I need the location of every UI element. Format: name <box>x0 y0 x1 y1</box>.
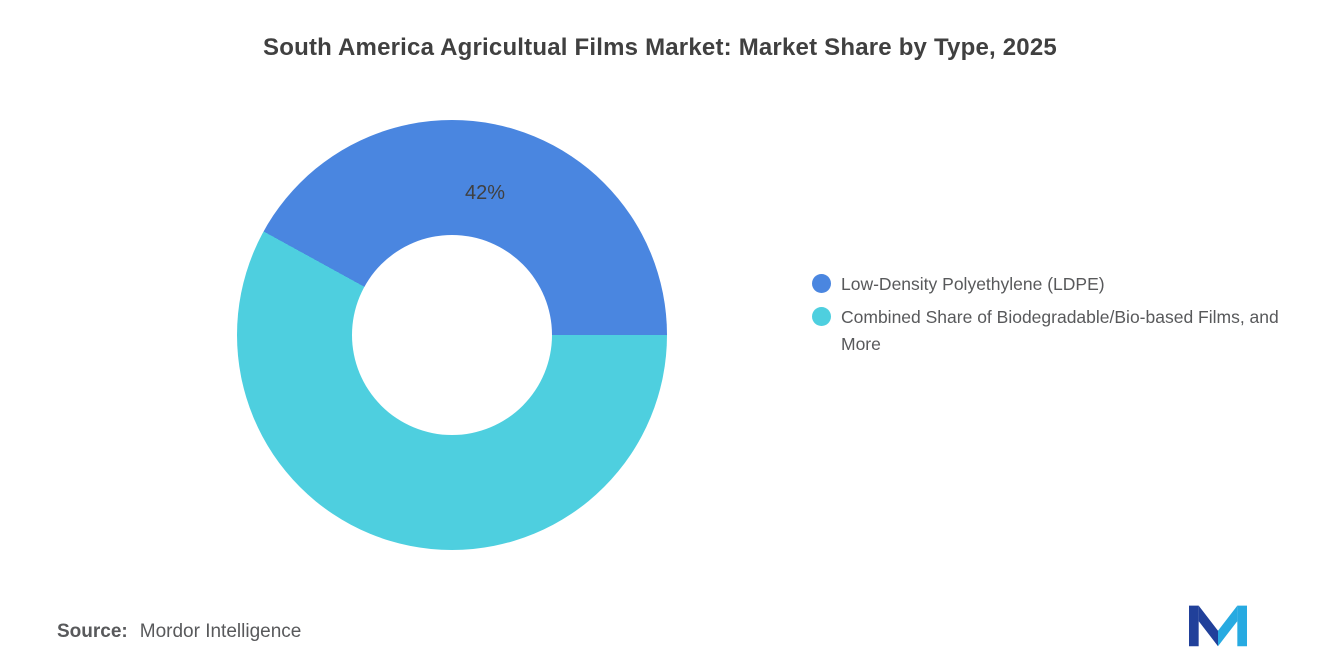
chart-title: South America Agricultual Films Market: … <box>263 34 1057 61</box>
legend-label-biodegradable: Combined Share of Biodegradable/Bio-base… <box>841 307 1279 355</box>
donut-chart: 42% <box>237 120 667 550</box>
legend-dot-biodegradable <box>812 307 831 327</box>
logo-right-bar <box>1237 605 1247 647</box>
mordor-intelligence-logo <box>1189 605 1247 647</box>
donut-chart-area: 42% <box>237 120 667 550</box>
source-value: Mordor Intelligence <box>139 621 302 642</box>
legend-label-ldpe: Low-Density Polyethylene (LDPE) <box>841 274 1105 294</box>
source-line: Source: Mordor Intelligence <box>57 621 301 643</box>
logo-left-bar <box>1189 605 1199 647</box>
legend-item-ldpe: Low-Density Polyethylene (LDPE) <box>812 271 1303 298</box>
logo-right-diagonal <box>1218 605 1238 647</box>
source-label: Source: <box>57 621 128 642</box>
legend-dot-ldpe <box>812 274 831 293</box>
legend-item-biodegradable: Combined Share of Biodegradable/Bio-base… <box>812 304 1303 358</box>
chart-legend: Low-Density Polyethylene (LDPE) Combined… <box>812 271 1303 358</box>
slice-data-label-ldpe: 42% <box>465 182 506 204</box>
logo-left-diagonal <box>1198 605 1218 647</box>
donut-hole <box>352 235 552 435</box>
